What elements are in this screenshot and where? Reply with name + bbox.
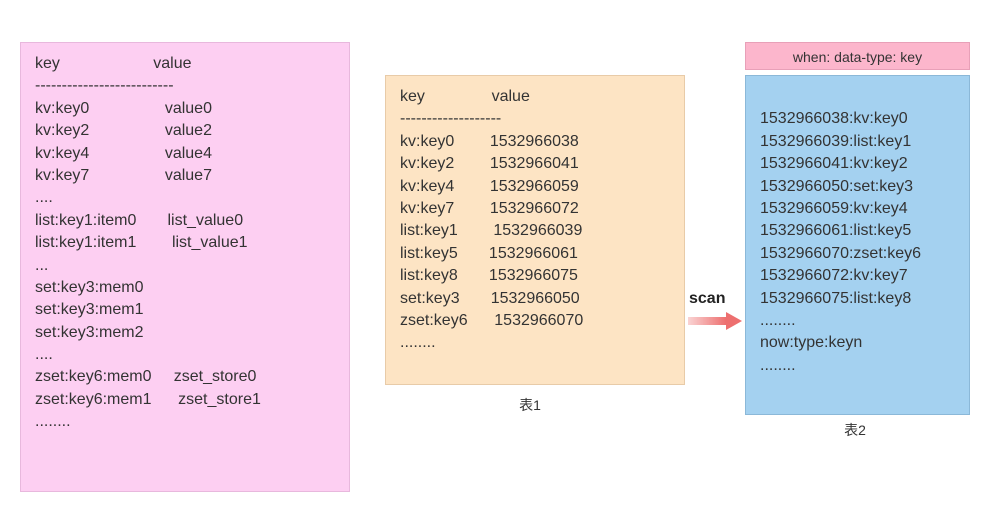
mid-row-4-key: list:key1 — [400, 222, 458, 239]
right-ellipsis-1: ........ — [760, 312, 796, 329]
mid-row-7-val: 1532966050 — [491, 290, 580, 307]
right-row-7: 1532966072:kv:key7 — [760, 267, 908, 284]
kv-row-1-val: value2 — [165, 122, 212, 139]
left-header-value: value — [153, 55, 191, 72]
list-row-1-val: list_value1 — [172, 234, 248, 251]
mid-row-8-val: 1532966070 — [494, 312, 583, 329]
zset-row-0-key: zset:key6:mem0 — [35, 368, 151, 385]
kv-row-3-key: kv:key7 — [35, 167, 89, 184]
set-row-1: set:key3:mem1 — [35, 301, 143, 318]
right-row-1: 1532966039:list:key1 — [760, 133, 911, 150]
right-data-box: 1532966038:kv:key0 1532966039:list:key1 … — [745, 75, 970, 415]
mid-row-1-val: 1532966041 — [490, 155, 579, 172]
right-row-0: 1532966038:kv:key0 — [760, 110, 908, 127]
mid-row-2-key: kv:key4 — [400, 178, 454, 195]
left-divider: -------------------------- — [35, 77, 174, 94]
right-now-row: now:type:keyn — [760, 334, 862, 351]
mid-row-2-val: 1532966059 — [490, 178, 579, 195]
middle-data-box: key value ------------------- kv:key0 15… — [385, 75, 685, 385]
scan-arrow-icon — [688, 312, 742, 330]
list-row-0-key: list:key1:item0 — [35, 212, 136, 229]
right-row-4: 1532966059:kv:key4 — [760, 200, 908, 217]
middle-caption: 表1 — [500, 395, 560, 415]
set-row-0: set:key3:mem0 — [35, 279, 143, 296]
mid-row-5-key: list:key5 — [400, 245, 458, 262]
list-row-0-val: list_value0 — [168, 212, 244, 229]
right-ellipsis-2: ........ — [760, 357, 796, 374]
set-row-2: set:key3:mem2 — [35, 324, 143, 341]
right-caption: 表2 — [825, 420, 885, 440]
kv-row-0-key: kv:key0 — [35, 100, 89, 117]
set-ellipsis: .... — [35, 346, 53, 363]
left-header-key: key — [35, 55, 60, 72]
mid-row-6-val: 1532966075 — [489, 267, 578, 284]
kv-row-2-val: value4 — [165, 145, 212, 162]
left-data-box: key value -------------------------- kv:… — [20, 42, 350, 492]
mid-ellipsis: ........ — [400, 334, 436, 351]
kv-row-0-val: value0 — [165, 100, 212, 117]
right-row-5: 1532966061:list:key5 — [760, 222, 911, 239]
zset-row-0-val: zset_store0 — [174, 368, 257, 385]
kv-row-1-key: kv:key2 — [35, 122, 89, 139]
right-row-6: 1532966070:zset:key6 — [760, 245, 921, 262]
mid-row-4-val: 1532966039 — [493, 222, 582, 239]
mid-row-5-val: 1532966061 — [489, 245, 578, 262]
mid-row-3-key: kv:key7 — [400, 200, 454, 217]
zset-row-1-val: zset_store1 — [178, 391, 261, 408]
right-header: when: data-type: key — [745, 42, 970, 70]
kv-row-2-key: kv:key4 — [35, 145, 89, 162]
mid-divider: ------------------- — [400, 110, 501, 127]
mid-row-3-val: 1532966072 — [490, 200, 579, 217]
mid-row-0-key: kv:key0 — [400, 133, 454, 150]
scan-label: scan — [689, 290, 725, 308]
mid-header-value: value — [492, 88, 530, 105]
mid-row-0-val: 1532966038 — [490, 133, 579, 150]
kv-ellipsis: .... — [35, 189, 53, 206]
kv-row-3-val: value7 — [165, 167, 212, 184]
mid-row-8-key: zset:key6 — [400, 312, 468, 329]
mid-row-6-key: list:key8 — [400, 267, 458, 284]
mid-row-7-key: set:key3 — [400, 290, 460, 307]
list-ellipsis: ... — [35, 257, 48, 274]
right-row-8: 1532966075:list:key8 — [760, 290, 911, 307]
list-row-1-key: list:key1:item1 — [35, 234, 136, 251]
mid-header-key: key — [400, 88, 425, 105]
zset-ellipsis: ........ — [35, 413, 71, 430]
right-row-3: 1532966050:set:key3 — [760, 178, 913, 195]
mid-row-1-key: kv:key2 — [400, 155, 454, 172]
right-row-2: 1532966041:kv:key2 — [760, 155, 908, 172]
zset-row-1-key: zset:key6:mem1 — [35, 391, 151, 408]
